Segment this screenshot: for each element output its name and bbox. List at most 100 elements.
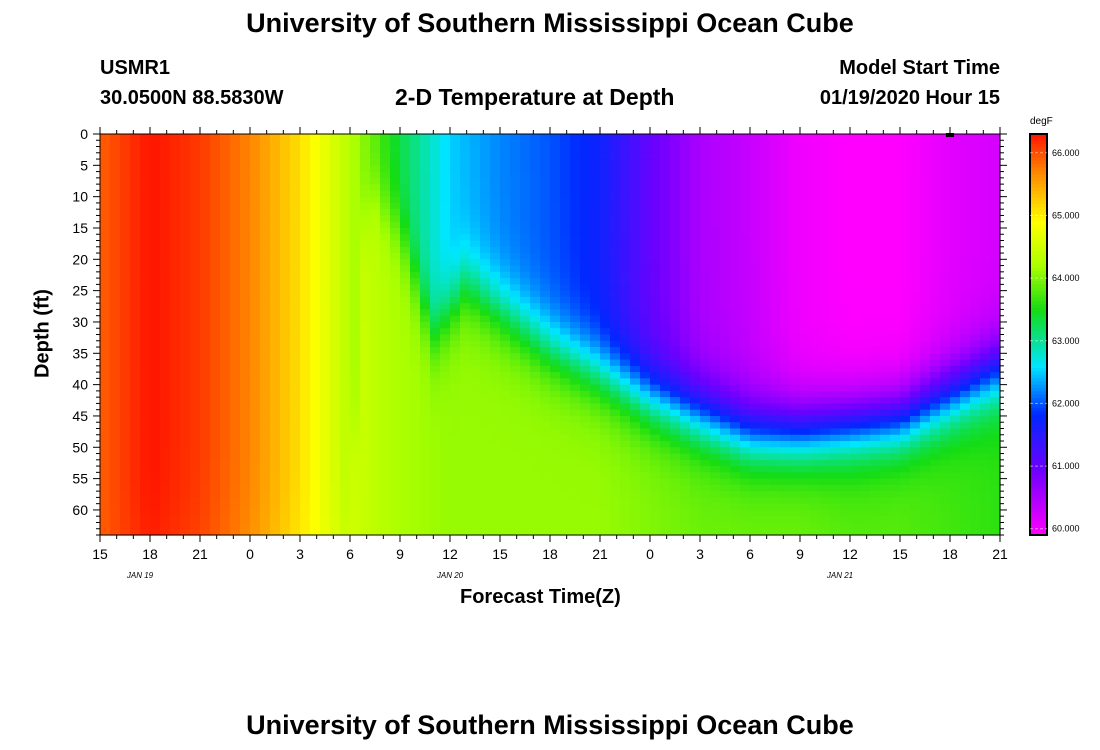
heatmap-cell [150,152,161,160]
heatmap-cell [280,159,291,166]
heatmap-cell [170,528,181,536]
heatmap-cell [550,528,561,536]
heatmap-cell [280,290,291,298]
heatmap-cell [100,146,111,154]
heatmap-cell [850,177,861,185]
heatmap-cell [660,259,671,267]
heatmap-cell [120,196,131,204]
heatmap-cell [800,146,811,154]
heatmap-cell [410,484,421,492]
heatmap-cell [170,516,181,524]
heatmap-cell [800,265,811,273]
heatmap-cell [580,472,591,480]
heatmap-cell [820,227,831,235]
heatmap-cell [440,259,451,267]
heatmap-cell [430,227,441,235]
heatmap-cell [340,434,351,442]
heatmap-cell [380,171,391,179]
heatmap-cell [520,202,531,210]
heatmap-cell [700,522,711,530]
heatmap-cell [170,472,181,480]
heatmap-cell [840,271,851,279]
heatmap-cell [430,202,441,210]
heatmap-cell [650,134,661,141]
heatmap-cell [360,240,371,248]
heatmap-cell [200,296,211,304]
heatmap-cell [550,146,561,154]
heatmap-cell [590,159,601,166]
heatmap-cell [670,177,681,185]
heatmap-cell [640,522,651,530]
heatmap-cell [450,253,461,260]
heatmap-cell [500,390,511,398]
heatmap-cell [630,397,641,405]
heatmap-cell [170,497,181,505]
heatmap-cell [370,503,381,511]
heatmap-cell [140,466,151,473]
heatmap-cell [750,528,761,536]
heatmap-cell [620,221,631,229]
heatmap-cell [520,359,531,367]
heatmap-cell [380,234,391,242]
heatmap-cell [860,484,871,492]
heatmap-cell [250,240,261,248]
heatmap-cell [820,522,831,530]
heatmap-cell [760,390,771,398]
heatmap-cell [200,140,211,148]
heatmap-cell [620,491,631,499]
heatmap-cell [750,140,761,148]
heatmap-cell [310,403,321,411]
heatmap-cell [340,459,351,467]
heatmap-cell [760,472,771,480]
heatmap-cell [640,215,651,223]
heatmap-cell [760,522,771,530]
heatmap-cell [780,441,791,448]
heatmap-cell [430,246,441,254]
heatmap-cell [530,227,541,235]
heatmap-cell [830,184,841,191]
heatmap-cell [370,365,381,373]
heatmap-cell [290,196,301,204]
heatmap-cell [550,309,561,317]
heatmap-cell [290,190,301,198]
heatmap-cell [860,434,871,442]
heatmap-cell [420,296,431,304]
heatmap-cell [540,409,551,417]
heatmap-cell [140,253,151,260]
heatmap-cell [560,284,571,292]
heatmap-cell [820,265,831,273]
heatmap-cell [520,509,531,517]
heatmap-cell [580,309,591,317]
heatmap-cell [530,372,541,379]
heatmap-cell [670,234,681,242]
heatmap-cell [130,234,141,242]
heatmap-cell [590,215,601,223]
heatmap-cell [870,522,881,530]
heatmap-cell [810,478,821,486]
heatmap-cell [320,134,331,141]
heatmap-cell [520,516,531,524]
heatmap-cell [700,240,711,248]
heatmap-cell [700,372,711,379]
heatmap-cell [520,484,531,492]
heatmap-cell [570,403,581,411]
heatmap-cell [270,321,281,329]
heatmap-cell [170,296,181,304]
heatmap-cell [860,152,871,160]
heatmap-cell [850,328,861,336]
heatmap-cell [680,284,691,292]
heatmap-cell [270,453,281,461]
heatmap-cell [830,359,841,367]
heatmap-cell [190,196,201,204]
heatmap-cell [630,265,641,273]
heatmap-cell [790,434,801,442]
heatmap-cell [240,372,251,379]
heatmap-cell [490,372,501,379]
heatmap-cell [300,340,311,348]
heatmap-cell [860,453,871,461]
heatmap-cell [500,321,511,329]
heatmap-cell [760,321,771,329]
heatmap-cell [540,415,551,423]
heatmap-cell [790,190,801,198]
heatmap-cell [490,152,501,160]
